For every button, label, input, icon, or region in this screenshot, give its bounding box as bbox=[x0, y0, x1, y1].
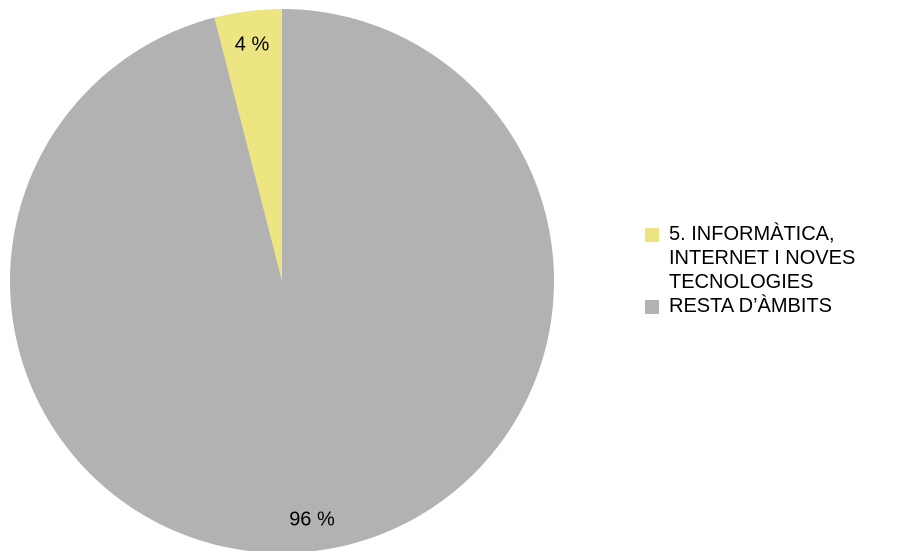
data-label-resta: 96 % bbox=[289, 508, 335, 530]
pie-slice-resta bbox=[10, 9, 554, 551]
legend-label-resta: RESTA D’ÀMBITS bbox=[669, 295, 832, 317]
legend-item-resta: RESTA D’ÀMBITS bbox=[643, 294, 913, 318]
legend-label-informatica: 5. INFORMÀTICA, INTERNET I NOVES TECNOLO… bbox=[669, 223, 856, 293]
pie-slice-informatica bbox=[214, 9, 282, 281]
legend-swatch-resta bbox=[645, 300, 659, 314]
data-label-informatica: 4 % bbox=[235, 34, 270, 56]
legend-item-informatica: 5. INFORMÀTICA, INTERNET I NOVES TECNOLO… bbox=[643, 222, 913, 294]
pie-data-labels: 4 % 96 % bbox=[235, 34, 335, 531]
legend-swatch-informatica bbox=[645, 228, 659, 242]
legend: 5. INFORMÀTICA, INTERNET I NOVES TECNOLO… bbox=[643, 222, 913, 318]
pie-slices bbox=[10, 9, 554, 551]
